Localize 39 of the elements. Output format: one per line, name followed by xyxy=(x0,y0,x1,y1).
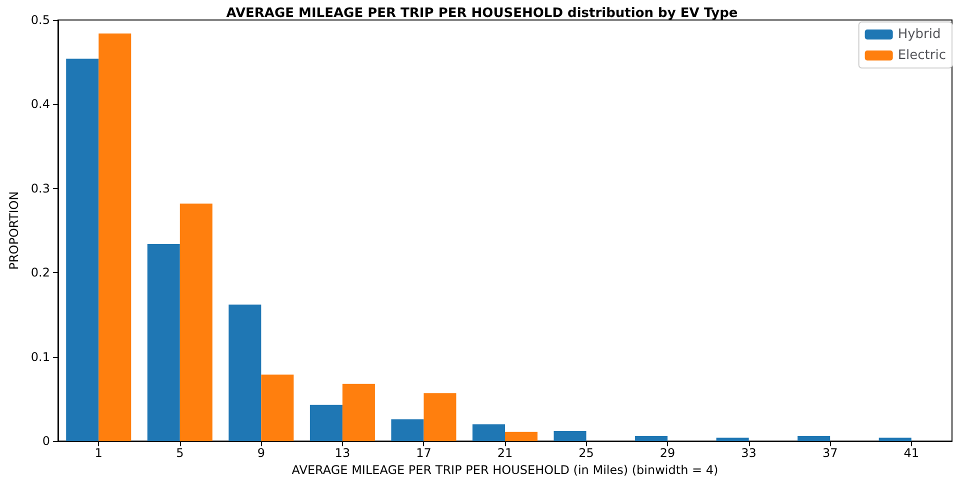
legend-label: Electric xyxy=(898,48,946,63)
legend-label: Hybrid xyxy=(898,27,941,42)
bar xyxy=(391,419,424,442)
x-tick-label: 13 xyxy=(334,446,350,460)
bar xyxy=(635,436,668,442)
x-tick-label: 9 xyxy=(257,446,265,460)
y-axis-title: PROPORTION xyxy=(7,191,21,270)
bar xyxy=(310,404,342,442)
x-tick-label: 37 xyxy=(822,446,838,460)
bar xyxy=(180,204,212,442)
bar xyxy=(261,374,294,442)
x-tick-label: 29 xyxy=(660,446,676,460)
bar xyxy=(424,393,456,442)
bar xyxy=(228,304,262,442)
bar xyxy=(798,436,830,442)
y-tick-label: 0.2 xyxy=(30,266,50,280)
bar xyxy=(878,438,912,442)
y-tick-label: 0.1 xyxy=(30,350,50,364)
y-tick-label: 0.4 xyxy=(30,97,50,112)
x-tick-label: 17 xyxy=(416,446,432,460)
bar xyxy=(716,438,749,442)
bar xyxy=(342,384,375,442)
bar xyxy=(554,430,586,442)
chart-title: AVERAGE MILEAGE PER TRIP PER HOUSEHOLD distribution by EV Type xyxy=(226,6,738,21)
x-axis-title: AVERAGE MILEAGE PER TRIP PER HOUSEHOLD (in Miles) (binwidth = 4) xyxy=(292,463,718,477)
x-tick-label: 25 xyxy=(578,446,594,460)
bar xyxy=(98,33,132,442)
bar xyxy=(504,432,538,442)
y-tick-label: 0.5 xyxy=(30,13,50,27)
bar xyxy=(472,424,505,442)
x-tick-label: 1 xyxy=(94,446,102,460)
x-tick-label: 41 xyxy=(904,446,920,460)
bar xyxy=(66,58,99,442)
x-tick-label: 33 xyxy=(741,446,756,460)
y-tick-label: 0 xyxy=(42,434,50,448)
x-tick-label: 21 xyxy=(497,446,513,460)
x-tick-label: 5 xyxy=(176,446,184,460)
y-tick-label: 0.3 xyxy=(30,181,50,196)
bar xyxy=(147,244,180,442)
